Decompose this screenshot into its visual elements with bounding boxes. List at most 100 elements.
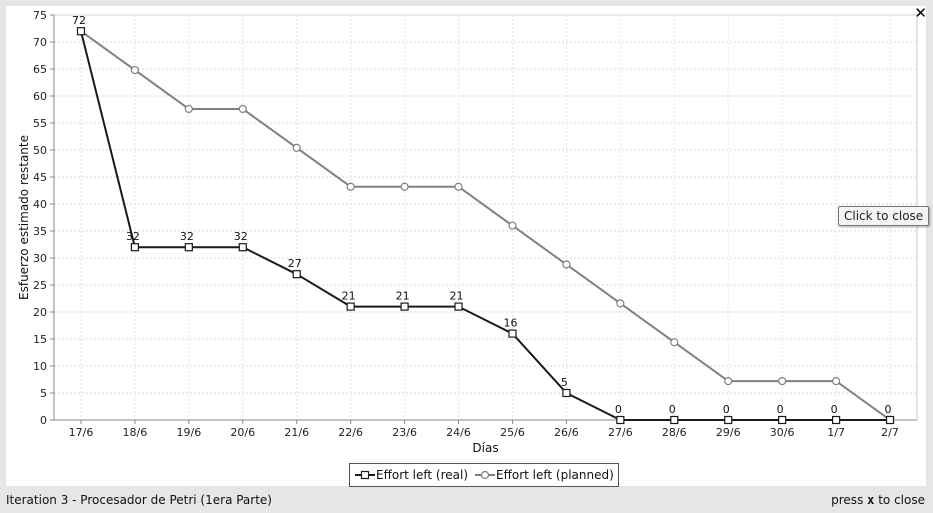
x-tick-label: 1/7 [827,426,845,439]
data-label-real: 0 [831,403,838,416]
data-label-real: 0 [777,403,784,416]
x-axis-title: Días [472,441,498,455]
y-tick-label: 65 [33,63,47,76]
legend-swatch-planned [475,470,495,480]
close-hint-prefix: press [831,493,864,507]
data-point-real [562,388,571,398]
x-tick-label: 2/7 [881,426,899,439]
chart-legend: Effort left (real) Effort left (planned) [349,463,619,487]
x-tick-label: 17/6 [69,426,94,439]
data-label-real: 5 [561,376,568,389]
x-tick-label: 23/6 [392,426,417,439]
data-point-real [616,415,625,425]
data-point-planned [831,377,841,386]
data-label-real: 72 [72,14,86,27]
y-tick-label: 25 [33,279,47,292]
data-point-planned [346,182,355,191]
data-point-planned [238,104,247,114]
y-tick-label: 50 [33,144,47,157]
y-tick-label: 10 [33,360,47,373]
data-point-planned [670,338,679,347]
y-tick-label: 30 [33,252,47,265]
data-point-planned [400,182,409,191]
close-icon[interactable]: ✕ [914,4,927,22]
data-label-real: 0 [615,403,622,416]
data-point-real [400,302,409,311]
data-point-planned [130,65,140,75]
data-label-real: 27 [288,257,302,270]
close-hint: press x to close [831,493,925,507]
x-tick-label: 22/6 [338,426,363,439]
data-point-planned [292,143,301,152]
series-line-planned [80,30,891,421]
data-point-real [130,243,140,252]
data-point-real [724,415,733,425]
legend-label-real: Effort left (real) [376,468,468,482]
data-label-real: 32 [126,230,140,243]
data-point-real [831,415,841,425]
data-point-planned [508,221,517,230]
y-tick-label: 75 [33,9,47,22]
close-hint-suffix: to close [878,493,925,507]
y-tick-label: 35 [33,225,47,238]
data-point-real [346,302,355,311]
x-tick-label: 30/6 [770,426,795,439]
data-label-real: 21 [396,290,410,303]
data-point-planned [616,299,625,308]
series-line-real [79,30,891,421]
y-tick-label: 70 [33,36,47,49]
y-tick-label: 20 [33,306,47,319]
legend-swatch-real [355,470,375,480]
data-point-real [292,270,301,279]
data-point-planned [778,377,787,386]
x-tick-label: 29/6 [716,426,741,439]
data-label-real: 16 [503,317,517,330]
chart-panel: 0 5 10 15 20 25 30 35 40 45 50 55 60 65 70 75 17/6 18/6 19… [6,6,926,486]
plot-area [53,14,918,421]
legend-item-real: Effort left (real) [354,468,468,482]
data-point-real [184,243,193,252]
data-point-planned [184,104,193,114]
data-label-real: 0 [669,403,676,416]
y-tick-label: 5 [40,387,47,400]
data-point-planned [724,377,733,386]
y-tick-label: 45 [33,171,47,184]
y-tick-label: 40 [33,198,47,211]
y-tick-label: 55 [33,117,47,130]
data-point-real [508,329,517,338]
close-hint-key: x [867,493,875,507]
data-point-planned [562,260,571,269]
data-point-real [670,415,679,425]
y-tick-label: 0 [40,414,47,427]
window-caption: Iteration 3 - Procesador de Petri (1era … [6,493,272,507]
close-tooltip: Click to close [838,206,930,226]
data-point-real [885,415,895,425]
data-label-real: 21 [450,290,464,303]
x-tick-label: 27/6 [608,426,633,439]
legend-label-planned: Effort left (planned) [496,468,614,482]
x-tick-label: 20/6 [230,426,255,439]
x-tick-label: 21/6 [284,426,309,439]
data-point-planned [454,182,463,191]
data-point-real [454,302,463,311]
data-point-real [778,415,787,425]
y-tick-label: 60 [33,90,47,103]
x-tick-label: 24/6 [446,426,471,439]
legend-item-planned: Effort left (planned) [474,468,614,482]
data-point-real [76,27,86,36]
x-tick-label: 19/6 [176,426,201,439]
data-point-real [238,243,247,252]
x-tick-label: 28/6 [662,426,687,439]
data-label-real: 32 [180,230,194,243]
y-axis-title: Esfuerzo estimado restante [17,135,31,300]
data-label-real: 32 [234,230,248,243]
y-tick-label: 15 [33,333,47,346]
x-tick-label: 26/6 [554,426,579,439]
x-tick-label: 18/6 [123,426,148,439]
x-tick-label: 25/6 [500,426,525,439]
data-label-real: 21 [342,290,356,303]
data-label-real: 0 [885,403,892,416]
data-label-real: 0 [723,403,730,416]
